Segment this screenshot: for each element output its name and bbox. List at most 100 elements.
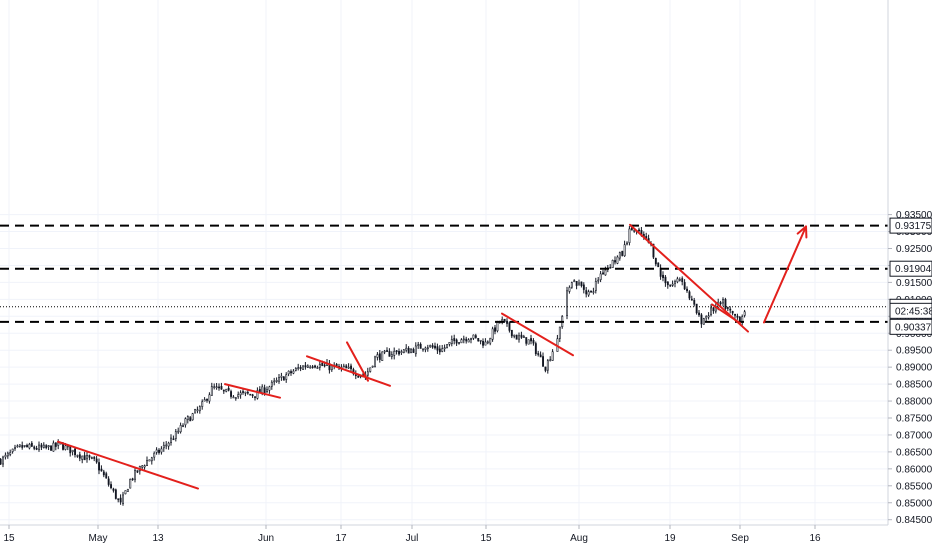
candle-body (16, 445, 19, 448)
candle-body (112, 488, 115, 491)
candle-body (107, 478, 110, 485)
candle-body (242, 391, 244, 393)
trendline (224, 383, 281, 399)
candle-body (657, 262, 660, 268)
candle-body (54, 442, 57, 447)
candle-body (390, 354, 393, 357)
candle-body (402, 349, 405, 353)
arrow-shaft (763, 225, 807, 324)
trendline (711, 303, 741, 325)
candle-body (114, 489, 117, 499)
candle-body (460, 339, 463, 344)
candles (0, 224, 746, 506)
candle-body (270, 381, 273, 387)
candle-body (30, 442, 33, 447)
y-tick-label: 0.92500 (896, 244, 932, 255)
candle-body (494, 327, 496, 332)
candle-body (623, 244, 626, 257)
trendlines[interactable] (57, 223, 749, 490)
projection-arrow[interactable] (763, 225, 808, 324)
candle-body (702, 318, 705, 325)
candle-body (95, 458, 98, 463)
candle-body (309, 366, 312, 369)
candle-body (393, 350, 396, 356)
candle-body (256, 390, 259, 399)
candle-body (434, 345, 436, 349)
candle-body (225, 388, 228, 392)
candle-body (170, 437, 172, 443)
candle-body (681, 278, 684, 282)
candle-body (426, 347, 429, 350)
candle-body (386, 350, 388, 352)
candle-body (191, 413, 194, 421)
candle-body (143, 465, 146, 468)
candle-body (153, 452, 156, 458)
candle-body (719, 302, 722, 304)
time-axis[interactable]: 15 May 13 Jun 17 Jul 15 Aug 19 Sep 16 (3, 525, 821, 544)
candle-body (395, 350, 398, 352)
candle-body (592, 291, 595, 293)
candle-body (208, 394, 211, 402)
candle-body (429, 345, 432, 348)
y-tick-label: 0.88000 (896, 397, 932, 408)
level-badge-text: 0.91904 (895, 264, 932, 275)
candle-body (503, 318, 506, 322)
candle-body (184, 418, 187, 426)
candle-body (201, 401, 204, 407)
candle-body (299, 367, 302, 369)
candle-body (227, 387, 230, 391)
candle-body (417, 344, 420, 347)
candle-body (74, 448, 77, 456)
candle-body (232, 396, 235, 399)
candle-body (234, 397, 237, 399)
candle-body (693, 300, 696, 305)
candle-body (148, 459, 151, 462)
candle-body (246, 391, 249, 394)
candle-body (527, 339, 530, 345)
candle-body (602, 272, 605, 275)
candle-body (520, 334, 523, 338)
candle-body (146, 460, 148, 467)
candle-body (489, 338, 492, 344)
candle-body (105, 473, 108, 479)
candle-body (218, 386, 220, 389)
candle-body (251, 394, 254, 397)
candle-body (462, 338, 465, 341)
horizontal-levels[interactable] (0, 224, 888, 323)
candle-body (210, 386, 213, 396)
candle-body (544, 366, 547, 371)
candle-body (570, 282, 573, 288)
candle-body (630, 227, 633, 231)
candle-body (126, 488, 129, 492)
candle-body (314, 365, 316, 368)
candle-body (182, 425, 184, 427)
candle-body (710, 307, 713, 316)
candle-body (98, 462, 101, 471)
candle-body (131, 478, 134, 481)
candle-body (486, 341, 489, 344)
candle-body (513, 334, 516, 337)
x-tick-label: 15 (480, 533, 492, 544)
candle-body (14, 447, 16, 449)
candle-body (297, 367, 300, 369)
candle-body (177, 430, 180, 433)
candle-body (220, 386, 223, 390)
candle-body (515, 334, 518, 340)
candle-body (90, 457, 93, 459)
candle-body (537, 353, 540, 355)
candle-body (448, 341, 451, 345)
candle-body (155, 449, 158, 453)
level-badge-box (889, 318, 932, 335)
candle-body (594, 280, 597, 291)
candle-body (671, 283, 674, 286)
candle-body (357, 375, 360, 378)
candle-body (626, 242, 629, 245)
candle-body (40, 444, 43, 448)
candle-body (510, 329, 513, 337)
candle-body (431, 345, 434, 348)
candle-body (599, 273, 602, 280)
candle-body (525, 337, 528, 344)
candle-body (266, 389, 268, 392)
candle-body (302, 365, 304, 370)
